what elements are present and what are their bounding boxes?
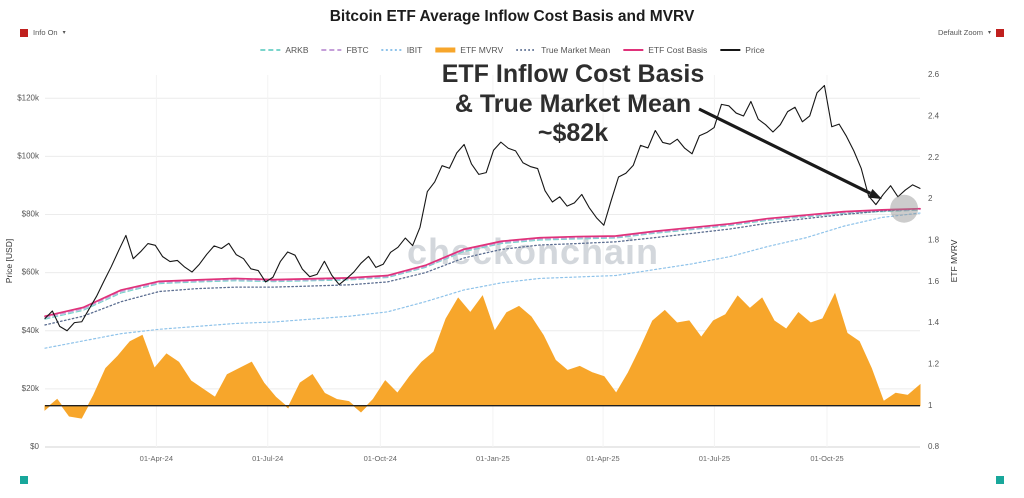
- annotation-arrow-head: [868, 188, 882, 199]
- y-left-tick-label: $40k: [22, 326, 40, 335]
- legend-swatch-arkb: [260, 49, 281, 51]
- y-left-tick-label: $20k: [22, 384, 40, 393]
- bottom-left-marker-icon: [20, 476, 28, 484]
- annotation-line-1: ETF Inflow Cost Basis: [441, 60, 705, 88]
- series-line-ibit: [44, 212, 921, 349]
- series-line-arkb: [44, 209, 921, 320]
- legend-item-arkb[interactable]: ARKB: [259, 45, 308, 55]
- y-right-tick-label: 0.8: [928, 442, 940, 451]
- legend-label-etf-cost-basis: ETF Cost Basis: [648, 45, 708, 55]
- legend-swatch-ibit: [381, 49, 402, 51]
- y-right-tick-label: 2.2: [928, 153, 940, 162]
- y-left-tick-label: $0: [30, 442, 39, 451]
- series-area-etf-mvrv: [44, 292, 921, 419]
- annotation-line-3: ~$82k: [537, 119, 609, 147]
- x-tick-label: 01-Jan-25: [476, 454, 510, 463]
- x-tick-label: 01-Jul-25: [699, 454, 730, 463]
- y-right-tick-label: 1: [928, 401, 933, 410]
- legend-item-ibit[interactable]: IBIT: [381, 45, 423, 55]
- legend-label-price: Price: [745, 45, 765, 55]
- legend-item-etf-cost-basis[interactable]: ETF Cost Basis: [622, 45, 707, 55]
- highlight-circle: [890, 194, 919, 223]
- legend-swatch-true-market-mean: [516, 49, 537, 51]
- chevron-down-icon: ▾: [62, 30, 66, 36]
- series-line-fbtc: [44, 208, 921, 319]
- info-toggle-label: Info On: [33, 28, 58, 37]
- bottom-right-marker-icon: [996, 476, 1004, 484]
- legend-label-etf-mvrv: ETF MVRV: [460, 45, 504, 55]
- y-left-tick-label: $120k: [17, 93, 40, 102]
- x-tick-label: 01-Oct-24: [364, 454, 397, 463]
- series-line-etf-cost-basis: [44, 207, 921, 318]
- legend-label-arkb: ARKB: [285, 45, 309, 55]
- info-toggle[interactable]: Info On ▾: [20, 28, 66, 37]
- x-tick-label: 01-Jul-24: [252, 454, 283, 463]
- legend-swatch-etf-cost-basis: [623, 49, 644, 51]
- legend-swatch-price: [720, 49, 741, 51]
- annotation-arrow-shaft: [698, 107, 872, 195]
- chart-annotation: ETF Inflow Cost Basis & True Market Mean…: [408, 60, 738, 149]
- y-left-tick-label: $100k: [17, 151, 40, 160]
- page-title: Bitcoin ETF Average Inflow Cost Basis an…: [329, 8, 695, 25]
- x-tick-label: 01-Apr-25: [586, 454, 619, 463]
- zoom-select-label: Default Zoom: [937, 28, 983, 37]
- x-tick-label: 01-Apr-24: [140, 454, 173, 463]
- x-tick-label: 01-Oct-25: [810, 454, 843, 463]
- y-right-tick-label: 1.6: [928, 277, 940, 286]
- legend-label-true-market-mean: True Market Mean: [541, 45, 611, 55]
- y-left-tick-label: $80k: [22, 210, 40, 219]
- y-right-tick-label: 2.6: [928, 70, 940, 79]
- legend-item-price[interactable]: Price: [719, 45, 765, 55]
- series-line-true-market-mean: [44, 208, 921, 326]
- y-right-tick-label: 1.4: [928, 318, 940, 327]
- y-right-axis-title: ETF MVRV: [949, 239, 959, 282]
- y-right-tick-label: 2: [928, 194, 933, 203]
- legend-label-ibit: IBIT: [406, 45, 423, 55]
- y-right-tick-label: 2.4: [928, 111, 940, 120]
- legend-item-true-market-mean[interactable]: True Market Mean: [515, 45, 610, 55]
- series-line-price: [44, 84, 921, 332]
- legend-label-fbtc: FBTC: [346, 45, 369, 55]
- top-left-marker-icon: [20, 28, 28, 37]
- legend-swatch-fbtc: [321, 49, 342, 51]
- y-right-tick-label: 1.8: [928, 235, 940, 244]
- legend-swatch-etf-mvrv: [435, 47, 456, 53]
- legend: ARKB FBTC IBIT ETF MVRV True Market Mean ETF …: [259, 45, 765, 55]
- chevron-down-icon: ▾: [987, 30, 991, 36]
- y-right-tick-label: 1.2: [928, 359, 940, 368]
- annotation-line-2: & True Market Mean: [454, 89, 692, 118]
- y-left-axis-title: Price [USD]: [4, 239, 14, 283]
- top-right-marker-icon: [996, 28, 1004, 37]
- legend-item-fbtc[interactable]: FBTC: [320, 45, 369, 55]
- y-left-tick-label: $60k: [22, 268, 40, 277]
- zoom-select[interactable]: Default Zoom ▾: [938, 28, 1004, 37]
- legend-item-etf-mvrv[interactable]: ETF MVRV: [434, 45, 503, 55]
